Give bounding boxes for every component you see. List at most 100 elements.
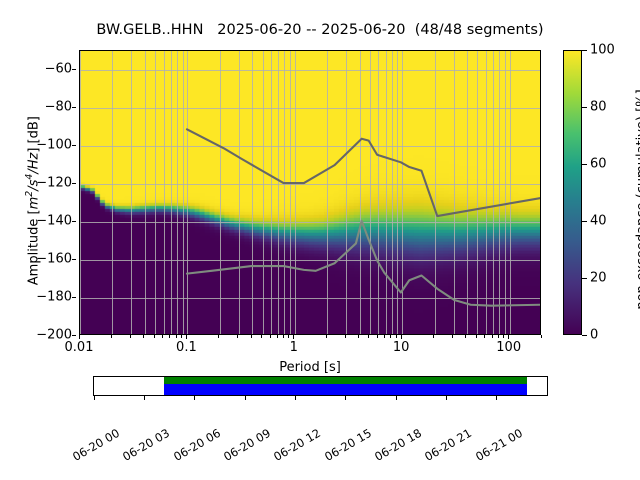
y-tick-mark <box>72 106 76 108</box>
x-tick-mark-minor <box>162 335 164 338</box>
timeline-tick-label: 06-20 06 <box>170 425 223 464</box>
y-tick-label: −120 <box>36 175 72 191</box>
colorbar-tick-mark <box>582 49 587 51</box>
y-tick-mark <box>72 144 76 146</box>
timeline-tick-label: 06-20 00 <box>70 425 122 464</box>
colorbar-tick-mark <box>582 334 587 336</box>
x-tick-mark-minor <box>497 335 499 338</box>
timeline-tick-label: 06-20 21 <box>422 425 475 464</box>
x-tick-mark-minor <box>181 335 183 338</box>
colorbar-tick-mark <box>582 163 587 165</box>
y-tick-label: −160 <box>36 251 72 267</box>
timeline-tick-mark <box>143 396 145 400</box>
x-tick-mark-minor <box>325 335 327 338</box>
data-coverage-blue <box>164 384 527 395</box>
colorbar-tick-label: 20 <box>590 270 607 286</box>
x-tick-mark-minor <box>250 335 252 338</box>
x-tick-label: 1 <box>289 340 298 355</box>
y-tick-label: −100 <box>36 137 72 153</box>
x-tick-mark-minor <box>175 335 177 338</box>
timeline-tick-label: 06-20 18 <box>372 425 424 464</box>
colorbar-tick-mark <box>582 220 587 222</box>
timeline-tick-label: 06-20 09 <box>221 425 273 464</box>
x-tick-mark <box>185 335 187 339</box>
y-tick-label: −200 <box>36 327 72 343</box>
timeline-tick-mark <box>194 396 196 400</box>
y-tick-label: −80 <box>44 99 72 115</box>
x-tick-mark-minor <box>368 335 370 338</box>
x-tick-mark-minor <box>169 335 171 338</box>
x-tick-label: 10 <box>392 340 410 355</box>
x-tick-mark-minor <box>143 335 145 338</box>
x-tick-mark-minor <box>276 335 278 338</box>
x-tick-mark-minor <box>376 335 378 338</box>
timeline-tick-mark <box>294 396 296 400</box>
y-tick-mark <box>72 296 76 298</box>
y-tick-mark <box>72 258 76 260</box>
x-tick-mark <box>78 335 80 339</box>
y-tick-mark <box>72 334 76 336</box>
x-tick-mark-minor <box>465 335 467 338</box>
x-tick-mark-minor <box>484 335 486 338</box>
timeline-tick-mark <box>496 396 498 400</box>
x-tick-mark <box>400 335 402 339</box>
x-tick-label: 0.1 <box>176 340 197 355</box>
x-tick-mark-minor <box>503 335 505 338</box>
colorbar-tick-label: 100 <box>590 42 615 58</box>
x-tick-mark-minor <box>153 335 155 338</box>
x-tick-mark-minor <box>384 335 386 338</box>
colorbar-tick-label: 40 <box>590 213 607 229</box>
y-tick-mark <box>72 68 76 70</box>
x-tick-mark-minor <box>395 335 397 338</box>
x-tick-mark-minor <box>218 335 220 338</box>
data-coverage-green <box>164 377 527 384</box>
x-tick-mark <box>293 335 295 339</box>
x-tick-label: 0.01 <box>64 340 94 355</box>
y-tick-mark <box>72 220 76 222</box>
page-title: BW.GELB..HHN 2025-06-20 -- 2025-06-20 (4… <box>96 22 544 38</box>
x-tick-mark-minor <box>110 335 112 338</box>
x-tick-mark-minor <box>261 335 263 338</box>
colorbar-tick-label: 80 <box>590 99 607 115</box>
colorbar <box>563 50 582 335</box>
x-tick-mark-minor <box>282 335 284 338</box>
x-tick-label: 100 <box>496 340 522 355</box>
timeline-tick-mark <box>244 396 246 400</box>
x-tick-mark-minor <box>390 335 392 338</box>
x-tick-mark-minor <box>475 335 477 338</box>
timeline-tick-mark <box>345 396 347 400</box>
x-tick-mark-minor <box>269 335 271 338</box>
x-tick-mark-minor <box>237 335 239 338</box>
timeline-tick-label: 06-21 00 <box>472 425 525 464</box>
colorbar-tick-mark <box>582 277 587 279</box>
x-tick-mark-minor <box>344 335 346 338</box>
x-tick-mark-minor <box>452 335 454 338</box>
colorbar-tick-label: 60 <box>590 156 607 172</box>
y-tick-label: −140 <box>36 213 72 229</box>
x-tick-mark <box>508 335 510 339</box>
timeline-tick-label: 06-20 12 <box>271 425 324 464</box>
x-tick-mark-minor <box>129 335 131 338</box>
x-tick-mark-minor <box>288 335 290 338</box>
x-tick-mark-minor <box>491 335 493 338</box>
x-tick-mark-minor <box>433 335 435 338</box>
data-coverage-timeline <box>93 376 548 396</box>
x-tick-mark-minor <box>540 335 542 338</box>
colorbar-tick-mark <box>582 106 587 108</box>
x-tick-mark-minor <box>358 335 360 338</box>
y-tick-label: −60 <box>44 61 72 77</box>
y-axis-ticks: −60 −80 −100 −120 −140 −160 −180 −200 <box>0 0 76 480</box>
y-tick-label: −180 <box>36 289 72 305</box>
timeline-tick-label: 06-20 15 <box>321 425 374 464</box>
colorbar-tick-label: 0 <box>590 327 599 343</box>
y-tick-mark <box>72 182 76 184</box>
timeline-tick-mark <box>93 396 95 400</box>
timeline-tick-mark <box>395 396 397 400</box>
x-axis-label: Period [s] <box>279 360 341 375</box>
timeline-tick-mark <box>445 396 447 400</box>
timeline-tick-label: 06-20 03 <box>120 425 173 464</box>
